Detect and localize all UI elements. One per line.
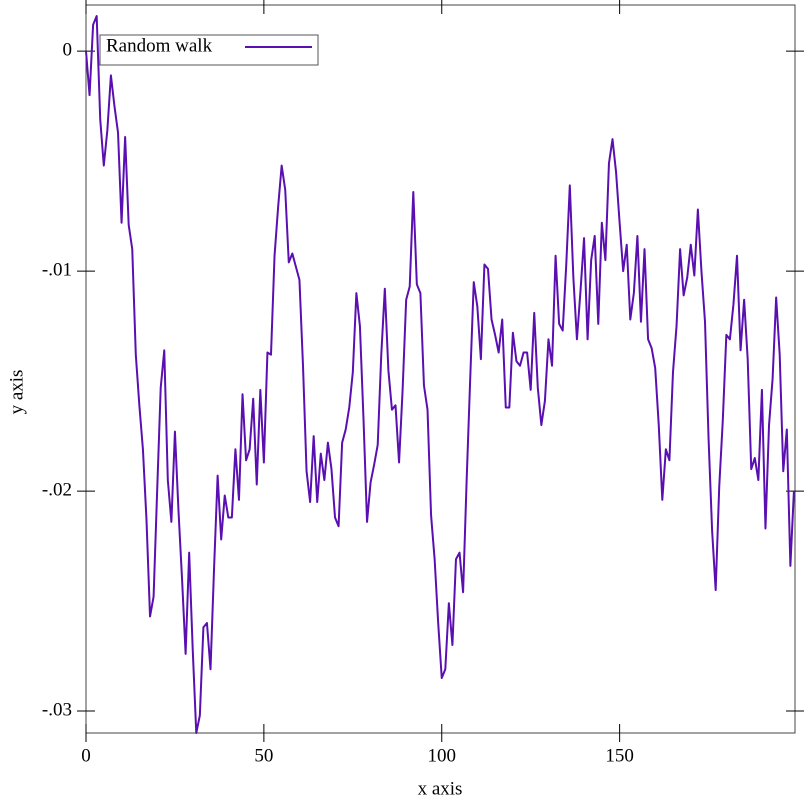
x-axis-label: x axis — [418, 778, 463, 799]
data-line — [85, 15, 795, 734]
x-tick-label: 150 — [605, 745, 634, 766]
x-tick-label: 100 — [427, 745, 456, 766]
x-tick-label: 50 — [254, 745, 273, 766]
legend-box — [99, 34, 319, 66]
x-tick-label: 0 — [81, 745, 91, 766]
y-tick-label: -.02 — [42, 479, 72, 500]
y-axis-label: y axis — [6, 370, 27, 415]
y-tick-label: 0 — [63, 40, 73, 61]
plot-frame — [85, 4, 796, 734]
y-tick-label: -.01 — [42, 259, 72, 280]
y-tick-label: -.03 — [42, 699, 72, 720]
legend-label: Random walk — [106, 35, 213, 56]
